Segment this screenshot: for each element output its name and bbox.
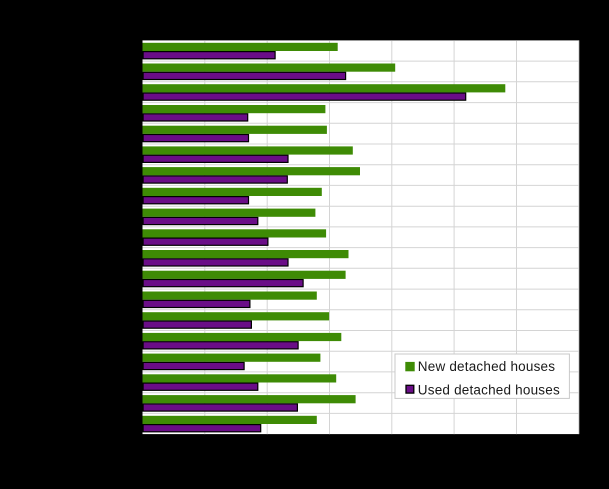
svg-text:New detached houses: New detached houses: [418, 359, 555, 374]
svg-text:Used detached houses: Used detached houses: [418, 382, 560, 397]
